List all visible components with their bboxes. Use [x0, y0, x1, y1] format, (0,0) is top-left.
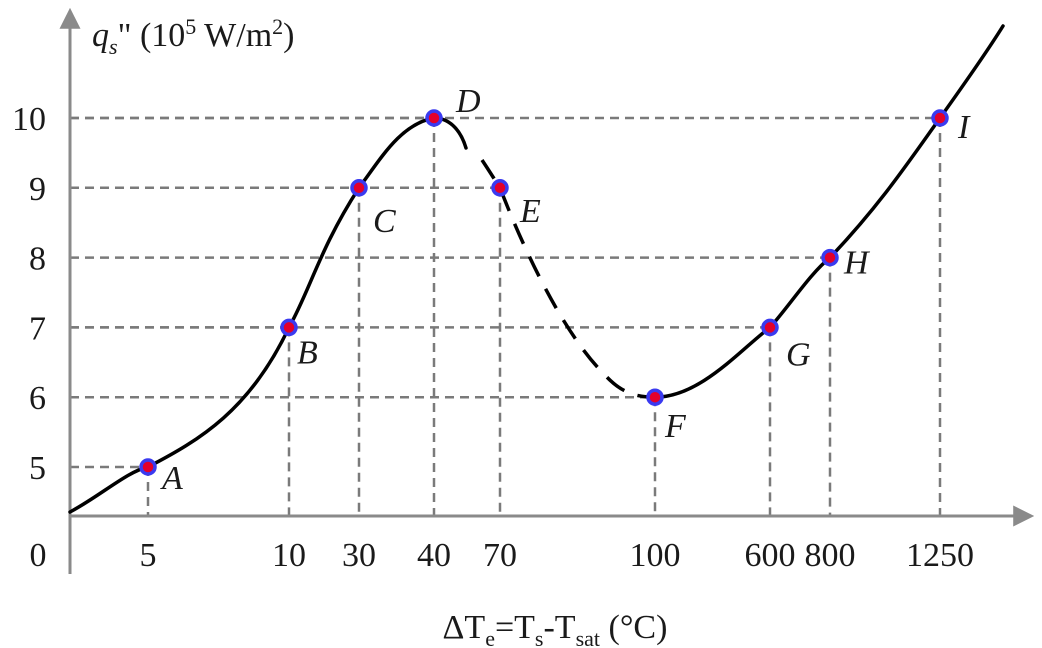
y-tick-label-8: 8: [29, 241, 46, 278]
axis-ticks: 0 5 10 30 40 70 100 600 800 1250 5 6 7 8 9 10: [12, 101, 974, 574]
y-tick-label-10: 10: [12, 101, 46, 138]
x-tick-label-40: 40: [417, 537, 451, 574]
y-tick-label-6: 6: [29, 380, 46, 417]
point-label-I: I: [957, 109, 971, 146]
point-label-B: B: [297, 334, 318, 371]
point-marker-H: [821, 248, 839, 267]
point-marker-B: [280, 318, 298, 337]
point-label-G: G: [786, 336, 811, 373]
y-axis-label: qs" (105 W/m2): [92, 14, 294, 59]
point-marker-C: [350, 179, 368, 197]
x-tick-label-800: 800: [805, 537, 856, 574]
x-tick-label-1250: 1250: [906, 537, 974, 574]
x-tick-label-70: 70: [483, 537, 517, 574]
y-tick-label-9: 9: [29, 171, 46, 208]
x-tick-label-5: 5: [140, 537, 157, 574]
point-marker-E: [491, 179, 509, 197]
point-label-F: F: [664, 408, 687, 445]
point-marker-D: [425, 109, 443, 127]
point-label-A: A: [160, 460, 183, 497]
point-label-E: E: [519, 193, 541, 230]
x-tick-label-30: 30: [342, 537, 376, 574]
x-tick-label-600: 600: [745, 537, 796, 574]
x-tick-label-100: 100: [630, 537, 681, 574]
curve-segment-transition: [480, 159, 656, 399]
y-tick-label-7: 7: [29, 310, 46, 347]
point-marker-I: [931, 109, 949, 127]
point-label-H: H: [843, 245, 871, 282]
origin-label: 0: [30, 537, 47, 574]
point-label-D: D: [455, 83, 481, 120]
x-axis-label: ΔTe=Ts-Tsat (°C): [443, 609, 668, 648]
data-points: A B C D E F G H I: [139, 83, 971, 497]
curve-segment-nucleate: [68, 116, 468, 514]
point-marker-G: [761, 318, 779, 337]
point-marker-A: [139, 458, 157, 476]
y-tick-label-5: 5: [29, 450, 46, 487]
point-marker-F: [646, 388, 664, 406]
x-tick-label-10: 10: [272, 537, 306, 574]
guide-lines: [70, 116, 942, 516]
point-label-C: C: [373, 203, 396, 240]
